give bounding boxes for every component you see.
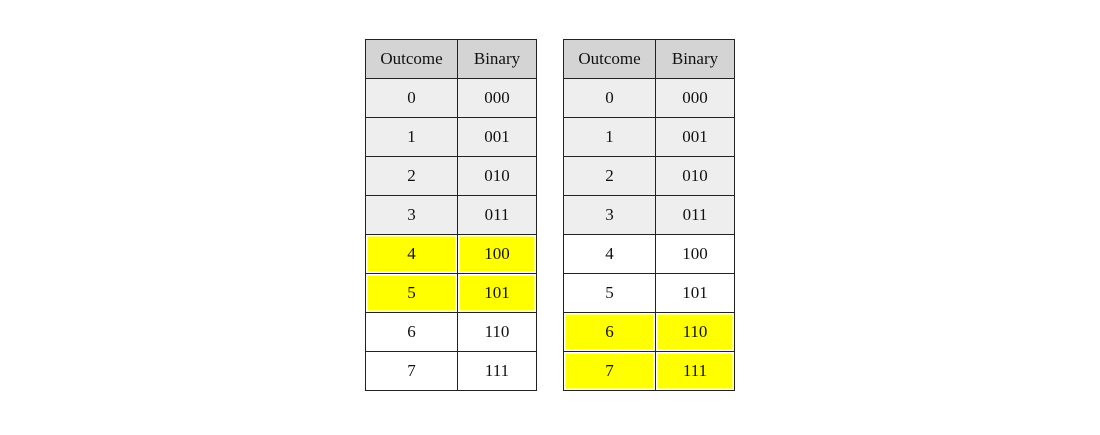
binary-cell: 010 — [457, 156, 537, 196]
outcome-cell: 0 — [563, 78, 656, 118]
outcome-cell: 6 — [563, 312, 656, 352]
table-row: 2 010 — [365, 156, 537, 196]
binary-cell: 001 — [655, 117, 735, 157]
binary-cell: 000 — [655, 78, 735, 118]
binary-header: Binary — [655, 39, 735, 79]
header-row: Outcome Binary — [365, 39, 537, 79]
outcome-table-left: Outcome Binary 0 000 1 001 2 010 3 011 4 100 5 101 6 11… — [365, 39, 537, 391]
table-row: 3 011 — [365, 195, 537, 235]
table-row: 6 110 — [365, 312, 537, 352]
binary-cell: 111 — [457, 351, 537, 391]
outcome-cell: 5 — [365, 273, 458, 313]
binary-cell: 100 — [457, 234, 537, 274]
outcome-cell: 6 — [365, 312, 458, 352]
outcome-cell: 4 — [563, 234, 656, 274]
table-row: 2 010 — [563, 156, 735, 196]
outcome-cell: 7 — [365, 351, 458, 391]
binary-cell: 010 — [655, 156, 735, 196]
binary-cell: 111 — [655, 351, 735, 391]
outcome-cell: 5 — [563, 273, 656, 313]
outcome-cell: 4 — [365, 234, 458, 274]
table-row: 0 000 — [563, 78, 735, 118]
binary-cell: 101 — [457, 273, 537, 313]
outcome-cell: 2 — [563, 156, 656, 196]
table-row: 5 101 — [365, 273, 537, 313]
table-row: 1 001 — [563, 117, 735, 157]
binary-cell: 110 — [655, 312, 735, 352]
table-row: 3 011 — [563, 195, 735, 235]
binary-cell: 110 — [457, 312, 537, 352]
binary-cell: 100 — [655, 234, 735, 274]
outcome-cell: 2 — [365, 156, 458, 196]
table-row: 4 100 — [365, 234, 537, 274]
table-row: 4 100 — [563, 234, 735, 274]
table-row: 0 000 — [365, 78, 537, 118]
binary-cell: 011 — [457, 195, 537, 235]
outcome-cell: 0 — [365, 78, 458, 118]
binary-cell: 001 — [457, 117, 537, 157]
outcome-header: Outcome — [563, 39, 656, 79]
table-row: 7 111 — [365, 351, 537, 391]
outcome-cell: 3 — [365, 195, 458, 235]
outcome-table-right: Outcome Binary 0 000 1 001 2 010 3 011 4 100 5 101 6 11… — [563, 39, 735, 391]
outcome-cell: 1 — [365, 117, 458, 157]
outcome-cell: 1 — [563, 117, 656, 157]
header-row: Outcome Binary — [563, 39, 735, 79]
table-row: 7 111 — [563, 351, 735, 391]
binary-cell: 000 — [457, 78, 537, 118]
binary-cell: 011 — [655, 195, 735, 235]
outcome-header: Outcome — [365, 39, 458, 79]
table-row: 5 101 — [563, 273, 735, 313]
outcome-cell: 3 — [563, 195, 656, 235]
binary-header: Binary — [457, 39, 537, 79]
outcome-cell: 7 — [563, 351, 656, 391]
table-row: 6 110 — [563, 312, 735, 352]
table-row: 1 001 — [365, 117, 537, 157]
binary-cell: 101 — [655, 273, 735, 313]
